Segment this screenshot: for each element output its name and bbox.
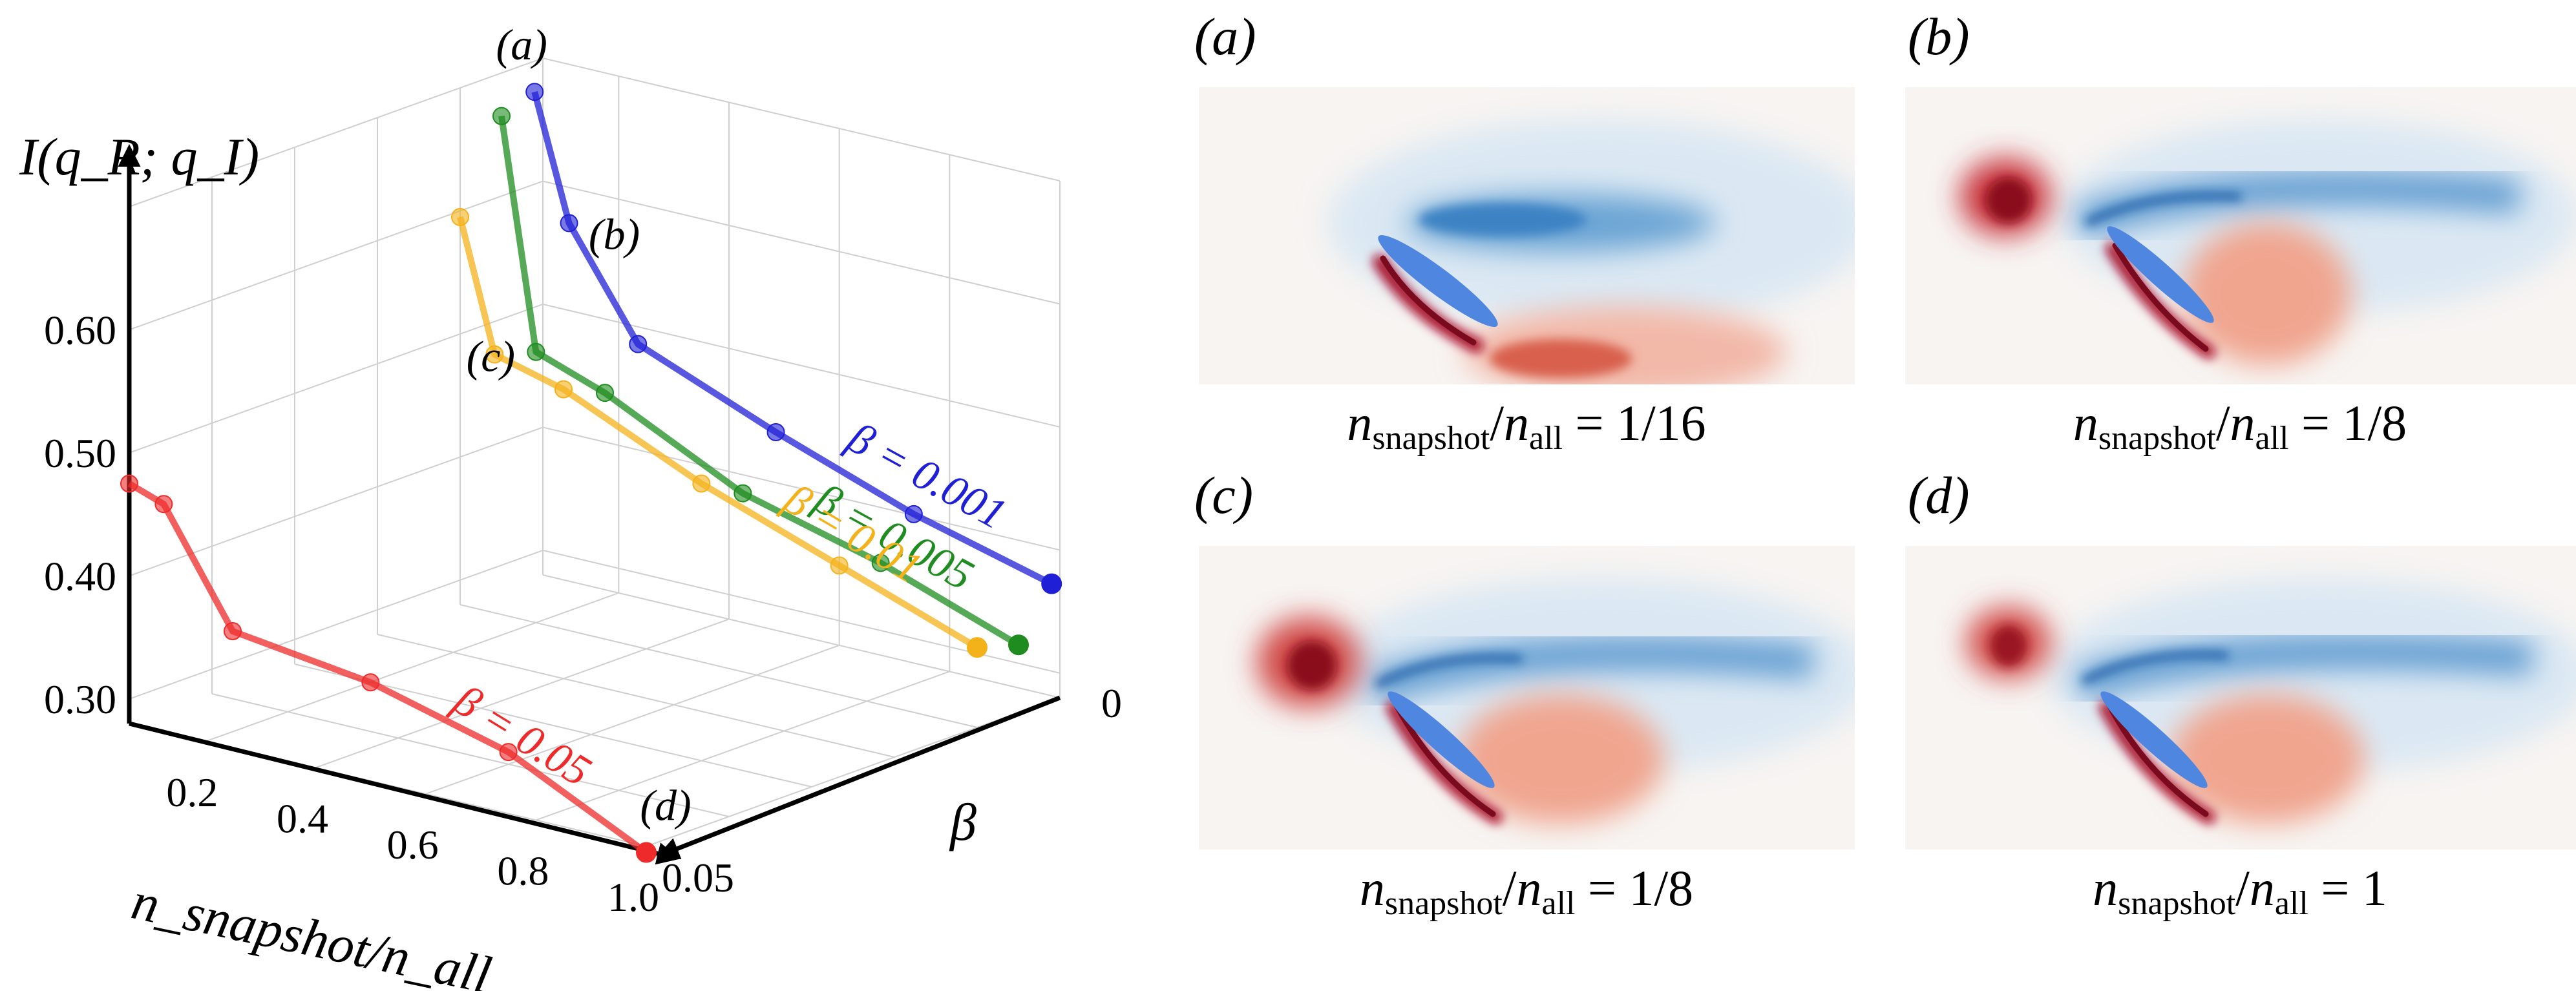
series-2-point-5	[967, 637, 987, 658]
panel-label-d: (d)	[1908, 466, 1970, 525]
grid-line-floor-x-3	[535, 671, 950, 821]
z-tick-label-1: 0.40	[44, 553, 116, 599]
z-tick-label-0: 0.30	[44, 676, 116, 722]
grid-line-floor-x-0	[204, 592, 619, 742]
series-2-point-4	[830, 556, 849, 575]
flow-field-panel-d	[1905, 546, 2576, 850]
caption-a: nsnapshot/nall = 1/16	[1347, 395, 1706, 457]
series-3-point-2	[224, 622, 242, 641]
beta-axis-title: β	[949, 793, 977, 851]
series-2-point-1	[485, 345, 504, 364]
caption-d: nsnapshot/nall = 1	[2093, 860, 2387, 922]
series-line-2	[457, 216, 979, 651]
series-0-point-1	[560, 214, 578, 233]
flow-field-panel-a	[1199, 87, 1855, 384]
series-1-point-5	[1008, 634, 1029, 656]
series-2-point-0	[451, 208, 469, 226]
series-1-point-0	[492, 107, 511, 125]
beta-tick-label-0: 0	[1101, 680, 1122, 726]
point-annotation-2: (c)	[467, 332, 515, 381]
grid-line-floor-x-4	[646, 697, 1061, 847]
x-tick-label-0: 0.2	[166, 769, 218, 815]
caption-c: nsnapshot/nall = 1/8	[1359, 860, 1694, 922]
panel-label-c: (c)	[1194, 466, 1254, 525]
series-0-point-0	[525, 83, 544, 101]
z-tick-label-2: 0.50	[44, 430, 116, 476]
grid-line-floor-beta-0	[542, 574, 1061, 698]
grid-line-left-top	[129, 57, 544, 207]
caption-a-value: 1/16	[1616, 395, 1706, 451]
caption-b-value: 1/8	[2342, 395, 2407, 451]
series-2-point-2	[554, 380, 573, 399]
series-3-point-0	[120, 474, 138, 493]
grid-line-left-z-0	[129, 549, 544, 700]
series-0-point-2	[629, 335, 648, 353]
series-0-point-5	[1041, 573, 1062, 594]
caption-b: nsnapshot/nall = 1/8	[2073, 395, 2407, 457]
point-annotation-3: (d)	[640, 781, 691, 830]
x-tick-label-3: 0.8	[497, 848, 549, 893]
x-tick-label-2: 0.6	[387, 822, 439, 868]
x-axis-title: n_snapshot/n_all	[127, 871, 496, 991]
series-1-point-1	[527, 342, 545, 361]
series-2-point-3	[692, 474, 711, 493]
series-3-point-3	[361, 673, 380, 692]
flow-field-panel-c	[1199, 546, 1855, 850]
point-annotation-0: (a)	[496, 20, 547, 69]
panel-label-a: (a)	[1194, 7, 1256, 66]
caption-c-value: 1/8	[1629, 860, 1694, 916]
grid-line-floor-beta-1	[459, 604, 978, 728]
grid-line-back-z-2	[542, 303, 1061, 428]
series-0-point-4	[904, 505, 923, 523]
series-1-point-2	[596, 384, 614, 402]
caption-d-value: 1	[2361, 860, 2387, 916]
series-0-point-3	[766, 422, 785, 441]
beta-axis-arrow	[656, 695, 1061, 859]
grid-line-left-z-3	[129, 180, 544, 331]
beta-tick-label-1: 0.05	[662, 855, 734, 901]
series-3-point-1	[154, 495, 173, 514]
panel-label-b: (b)	[1908, 7, 1970, 66]
point-annotation-1: (b)	[589, 209, 640, 258]
grid-line-floor-beta-2	[377, 634, 895, 758]
grid-line-left-z-1	[129, 426, 544, 577]
flow-field-d-graphic	[1967, 578, 2576, 824]
x-tick-label-4: 1.0	[607, 874, 659, 920]
series-line-0	[531, 90, 1053, 587]
z-axis-title: I(q_R; q_I)	[19, 127, 259, 186]
x-tick-label-1: 0.4	[277, 795, 328, 841]
grid-line-floor-beta-4	[211, 693, 730, 817]
series-3-point-5	[636, 842, 657, 863]
flow-field-panel-b	[1905, 87, 2576, 384]
grid-line-floor-x-2	[425, 644, 840, 795]
z-tick-label-3: 0.60	[44, 307, 116, 353]
grid-line-left-z-2	[129, 304, 544, 454]
flow-field-c-graphic	[1257, 578, 1855, 824]
series-3-point-4	[499, 743, 518, 762]
series-line-1	[498, 115, 1020, 648]
series-1-point-3	[734, 484, 752, 503]
x-axis-arrow	[129, 721, 680, 865]
flow-field-b-graphic	[1960, 120, 2576, 365]
mutual-information-3d-plot: 0.30 0.40 0.50 0.60 0.2 0.4 0.6 0.8 1.0 0 0.05 I(q_…	[19, 20, 1122, 991]
grid-line-back-z-3	[542, 180, 1061, 305]
grid-line-back-z-1	[542, 426, 1061, 551]
grid-line-floor-x-1	[315, 618, 730, 769]
series-1-point-4	[871, 554, 890, 572]
grid-line-back-top	[542, 57, 1061, 182]
flow-field-a-graphic	[1328, 120, 1855, 384]
